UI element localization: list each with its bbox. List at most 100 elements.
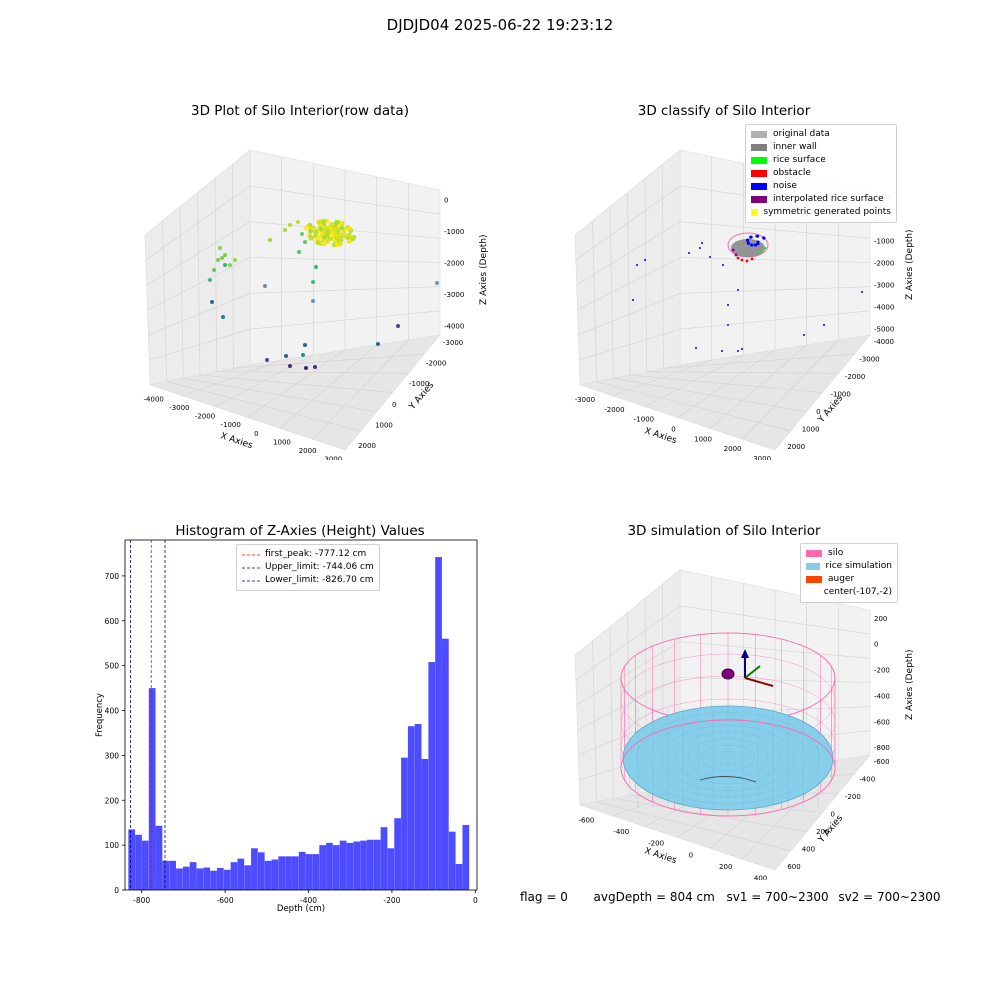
raw-data-point [216,258,220,262]
noise-cluster-point [756,234,760,238]
histogram-bar [155,825,163,890]
raw-cluster-point [334,219,340,225]
x-tick-label: 2000 [299,447,317,455]
y-tick-label: 1000 [802,425,820,433]
y-tick-label: 0 [114,886,119,895]
simulation-z-axis-label: Z Axies (Depth) [905,649,915,720]
histogram-bar [312,854,320,890]
x-tick-label: 400 [754,875,767,880]
noise-cluster-point [750,243,753,247]
histogram-frame [124,539,478,891]
y-tick-label: 0 [392,401,396,409]
raw-x-axis-label: X Axies [219,431,254,451]
y-tick-label: -3000 [443,339,463,347]
legend-label: Lower_limit: -826.70 cm [265,575,374,585]
noise-point [727,324,729,326]
raw-data-point [296,220,300,224]
noise-point [695,347,697,349]
histogram-bar [319,845,326,890]
rice-depression [699,776,757,783]
z-tick-label: -3000 [444,291,464,299]
legend-item-auger: auger [806,573,892,586]
histogram-bar [353,841,361,890]
legend-item-upper-limit: Upper_limit: -744.06 cm [242,561,374,574]
noise-point [737,289,739,291]
rice-mesh [635,712,821,804]
z-tick-label: -200 [874,667,890,675]
legend-item-inner-wall: inner wall [751,141,891,154]
rice-mesh [688,738,768,778]
simulation-x-axis-label: X Axies [643,846,678,866]
noise-point [823,324,825,326]
histogram-bars [128,557,470,890]
y-tick-label: -1000 [409,380,429,388]
raw-data-3d-plot[interactable]: -4000 -3000 -2000 -1000 0 1000 2000 3000 -3000 -2… [130,130,490,460]
classify-3d-points [632,232,863,352]
raw-data-point [303,343,307,347]
histogram-chart[interactable]: -800 -600 -400 -200 0 0 100 200 300 400 500 600 700… [80,535,490,920]
z-tick-label: -2000 [444,260,464,268]
y-tick-label: 700 [105,572,120,581]
z-tick-label: 0 [444,196,448,204]
raw-data-point [221,315,225,319]
z-tick-label: -5000 [874,325,894,333]
legend-label: interpolated rice surface [773,194,884,204]
x-tick-label: -200 [648,840,664,848]
histogram-x-ticks: -800 -600 -400 -200 0 [133,890,478,905]
legend-label: center(-107,-2) [823,587,892,597]
histogram-bar [360,840,367,890]
noise-point [737,350,739,352]
legend-item-lower-limit: Lower_limit: -826.70 cm [242,574,374,587]
raw-3d-box [144,149,441,451]
x-tick-label: -2000 [604,406,624,414]
histogram-bar [278,856,286,890]
interpolated-point [731,248,735,252]
x-tick-label: 3000 [324,455,342,460]
rice-mesh [701,744,755,772]
histogram-bar [135,834,142,890]
rice-surface-point [758,250,762,254]
z-tick-label: -600 [874,718,890,726]
simulation-scene [620,632,836,817]
noise-point [709,256,711,258]
classify-z-axis-label: Z Axies (Depth) [905,229,915,300]
classify-3d-ticks: -3000 -2000 -1000 0 1000 2000 3000 -4000 -3000 -2… [575,194,895,460]
legend-label: original data [773,129,830,139]
z-tick-label: -2000 [874,260,894,268]
classify-3d-box [574,149,871,451]
raw-3d-ticks: -4000 -3000 -2000 -1000 0 1000 2000 3000 -3000 -2… [144,196,465,460]
histogram-legend: first_peak: -777.12 cm Upper_limit: -744… [236,544,380,591]
noise-point [721,350,723,352]
x-tick-label: -400 [613,828,629,836]
x-tick-label: 0 [473,896,478,905]
raw-data-point [212,268,216,272]
raw-data-point [301,353,305,357]
histogram-bar [210,870,217,890]
axis-arrow-y [744,665,761,679]
classify-3d-plot[interactable]: -3000 -2000 -1000 0 1000 2000 3000 -4000 -3000 -2… [560,130,920,460]
z-tick-label: -4000 [874,303,894,311]
y-tick-label: 0 [831,811,835,819]
x-tick-label: -1000 [220,421,240,429]
z-tick-label: -800 [874,744,890,752]
y-tick-label: 400 [802,845,815,853]
simulation-3d-plot[interactable]: -600 -400 -200 0 200 400 -600 -400 -200 0 200 400 60… [560,550,920,880]
raw-data-point [304,366,308,370]
raw-cluster-point [321,228,327,234]
raw-cluster-point [308,228,314,234]
raw-data-point [210,300,214,304]
simulation-title: 3D simulation of Silo Interior [627,523,821,539]
raw-cluster-point [346,232,352,238]
legend-swatch [751,196,767,203]
y-tick-label: 600 [105,617,120,626]
legend-label: first_peak: -777.12 cm [265,549,367,559]
histogram-bar [182,866,190,890]
histogram-bar [346,842,354,890]
raw-data-point [313,365,317,369]
raw-data-point [311,299,315,303]
raw-data-point [265,358,269,362]
z-tick-label: -4000 [444,323,464,331]
raw-data-point [314,265,318,269]
raw-data-point [288,223,292,227]
raw-z-axis-label: Z Axies (Depth) [479,234,489,305]
